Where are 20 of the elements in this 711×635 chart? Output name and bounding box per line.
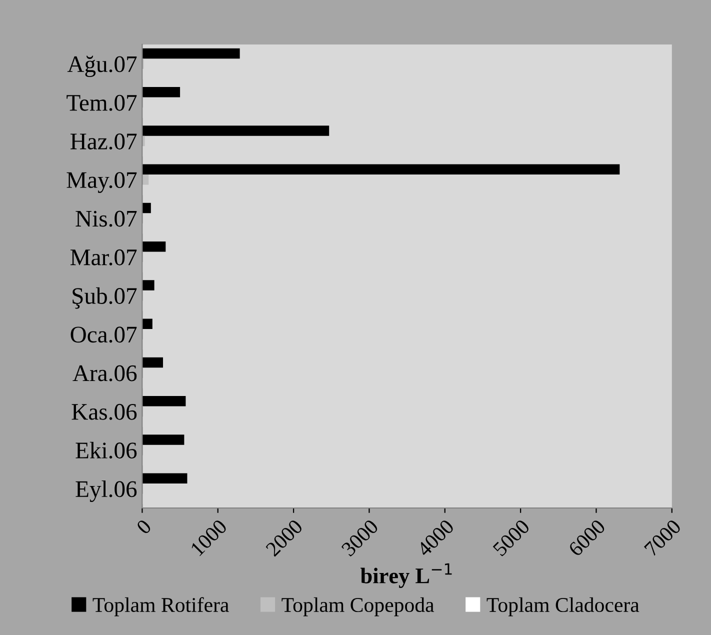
y-tick-label: Şub.07	[72, 287, 137, 309]
x-tick-label: 0	[136, 518, 152, 535]
y-tick-label: Oca.07	[70, 326, 137, 343]
y-tick-label: Haz.07	[70, 134, 137, 150]
x-tick-label: 7000	[644, 518, 682, 557]
legend-label: Toplam Copepoda	[282, 597, 434, 616]
x-axis-title: birey L$^{−1}$	[360, 563, 452, 588]
legend-label: Toplam Cladocera	[486, 597, 640, 616]
y-tick-label: Mar.07	[70, 249, 137, 266]
y-tick-label: Eki.06	[76, 442, 137, 459]
legend-label: Toplam Rotifera	[92, 597, 229, 616]
y-tick-label: May.07	[66, 172, 137, 193]
x-tick-label: 4000	[416, 518, 455, 558]
y-tick-label: Nis.07	[76, 210, 137, 227]
y-tick-label: Ara.06	[72, 365, 137, 382]
x-tick-label: 6000	[568, 518, 606, 557]
y-tick-label: Ağu.07	[67, 56, 137, 78]
y-tick-label: Kas.06	[72, 404, 137, 420]
y-tick-label: Eyl.06	[76, 480, 137, 502]
y-tick-label: Tem.07	[66, 94, 137, 111]
